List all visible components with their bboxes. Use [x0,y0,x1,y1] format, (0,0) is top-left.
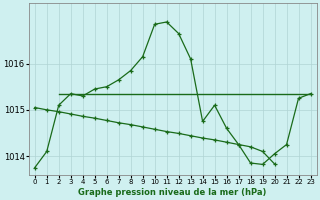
X-axis label: Graphe pression niveau de la mer (hPa): Graphe pression niveau de la mer (hPa) [78,188,267,197]
